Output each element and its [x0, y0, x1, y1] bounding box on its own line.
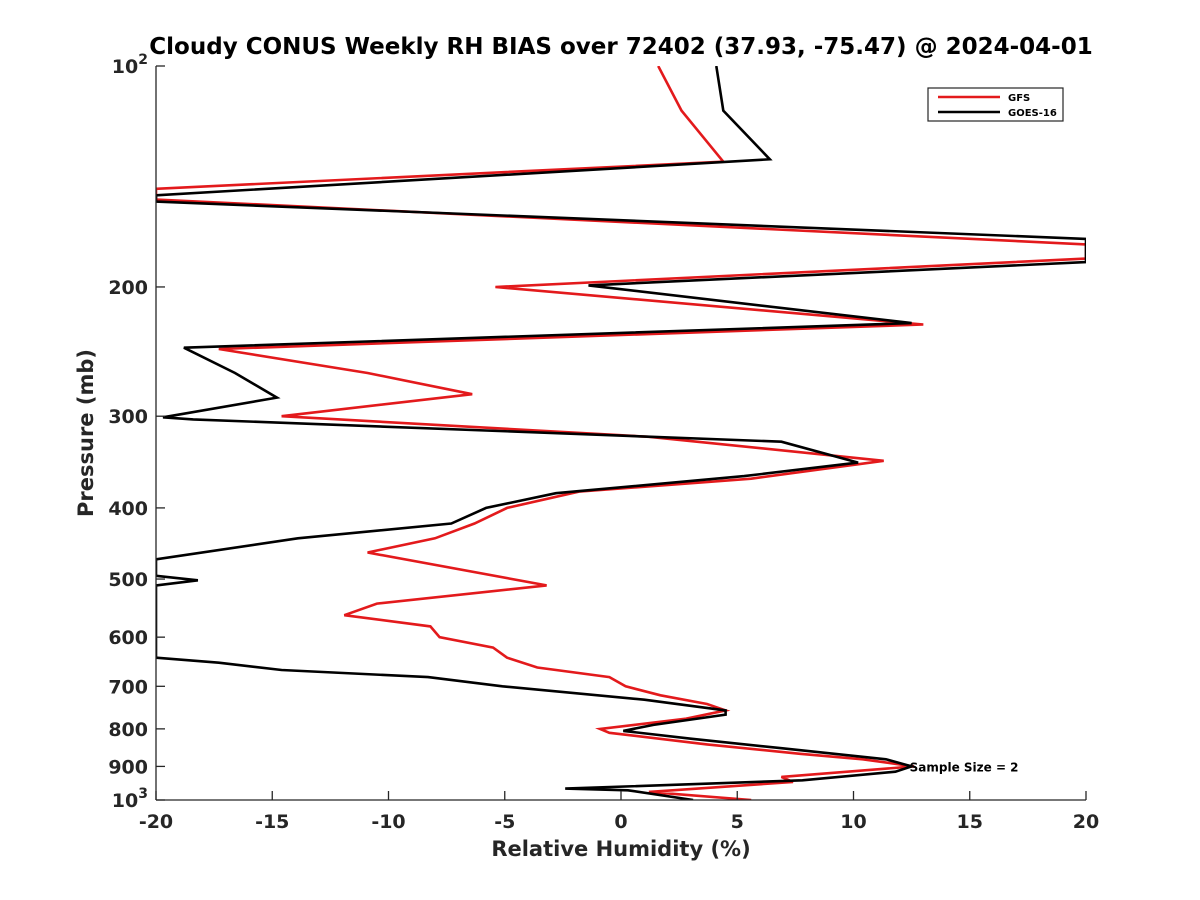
y-tick-label: 800 — [108, 719, 148, 741]
y-tick-label: 400 — [108, 498, 148, 520]
series-layer — [156, 66, 1086, 800]
plot-background — [156, 66, 1086, 800]
x-tick-label: -15 — [255, 811, 289, 833]
y-tick-label: 200 — [108, 277, 148, 299]
x-tick-label: 5 — [731, 811, 744, 833]
y-tick-label: 900 — [108, 756, 148, 778]
series-line-gfs — [156, 66, 1086, 800]
chart-title: Cloudy CONUS Weekly RH BIAS over 72402 (… — [149, 34, 1092, 60]
y-tick-label: 500 — [108, 569, 148, 591]
x-tick-label: -20 — [139, 811, 173, 833]
x-tick-label: 15 — [957, 811, 983, 833]
y-tick-label: 103 — [112, 786, 148, 812]
legend-label: GOES-16 — [1008, 108, 1057, 119]
legend: GFS GOES-16 — [927, 87, 1064, 122]
legend-box — [927, 87, 1064, 122]
y-tick-label: 700 — [108, 676, 148, 698]
x-tick-label: -10 — [371, 811, 405, 833]
y-axis-ticks: 102 200 300 400 500 600 700 800 900 103 — [108, 52, 165, 812]
x-tick-label: 20 — [1073, 811, 1099, 833]
x-tick-label: -5 — [494, 811, 515, 833]
series-line-goes-16 — [156, 66, 1086, 800]
y-axis-label: Pressure (mb) — [74, 349, 98, 517]
sample-size-annotation: Sample Size = 2 — [910, 760, 1019, 774]
x-tick-label: 10 — [840, 811, 866, 833]
plot-area: -20 -15 -10 -5 0 5 10 15 20 102 200 300 400 500 600 70… — [108, 52, 1099, 833]
x-tick-label: 0 — [614, 811, 627, 833]
y-tick-label: 102 — [112, 52, 148, 78]
x-axis-label: Relative Humidity (%) — [491, 837, 750, 861]
x-axis-ticks: -20 -15 -10 -5 0 5 10 15 20 — [139, 791, 1099, 833]
legend-label: GFS — [1008, 93, 1030, 104]
y-tick-label: 300 — [108, 406, 148, 428]
y-tick-label: 600 — [108, 627, 148, 649]
